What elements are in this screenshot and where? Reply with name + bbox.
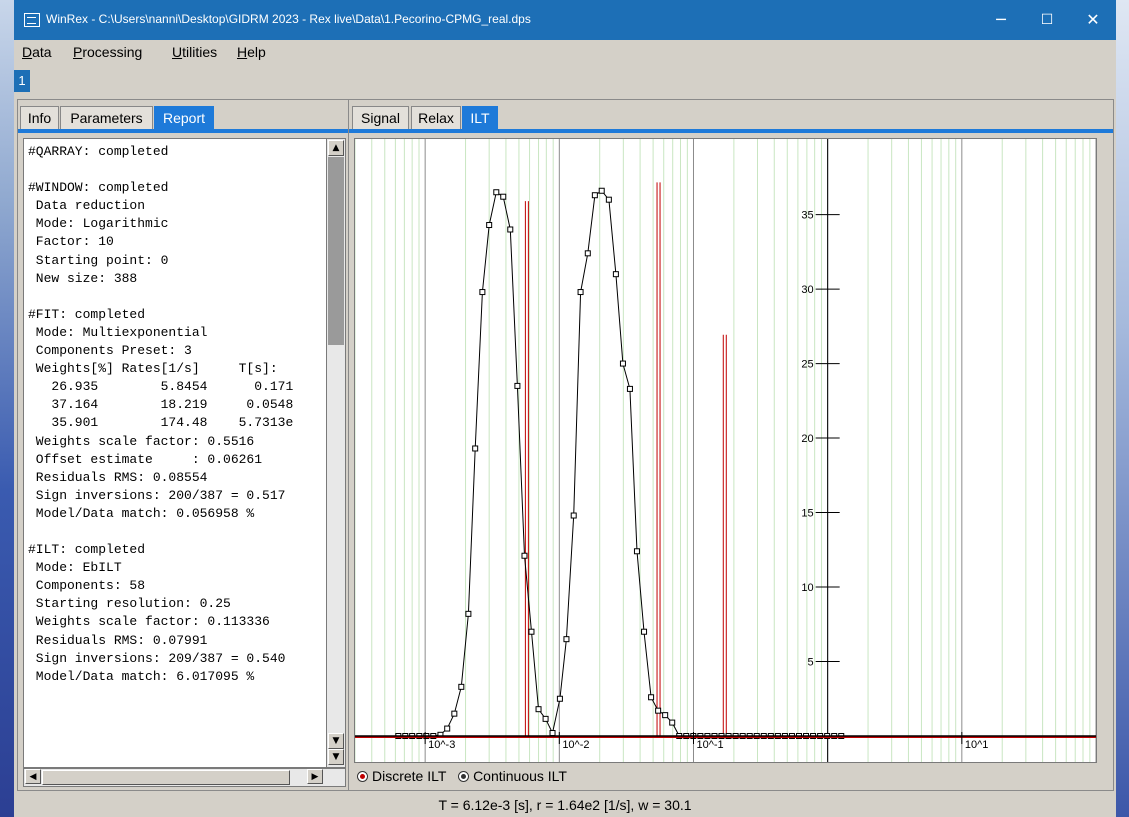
scroll-end-arrow-icon[interactable]: ▼ <box>328 749 344 765</box>
data-point-marker <box>514 382 521 389</box>
desktop-background-left <box>0 0 14 817</box>
data-point-marker <box>626 385 633 392</box>
data-point-marker <box>641 628 648 635</box>
data-point-marker <box>556 695 563 702</box>
app-window: WinRex - C:\Users\nanni\Desktop\GIDRM 20… <box>14 0 1116 817</box>
scroll-up-arrow-icon[interactable]: ▲ <box>328 140 344 156</box>
scroll-right-arrow-icon[interactable]: ▶ <box>307 769 323 784</box>
data-point-marker <box>669 719 676 726</box>
data-point-marker <box>570 512 577 519</box>
desktop-background-right <box>1116 0 1129 817</box>
tab-ilt[interactable]: ILT <box>462 106 498 129</box>
x-tick-label: 10^-2 <box>562 739 589 751</box>
y-tick-label: 10 <box>801 582 813 594</box>
radio-continuous-ilt[interactable]: Continuous ILT <box>458 768 567 784</box>
window-title: WinRex - C:\Users\nanni\Desktop\GIDRM 20… <box>46 12 531 26</box>
data-point-marker <box>633 548 640 555</box>
y-tick-label: 20 <box>801 433 813 445</box>
menu-help[interactable]: Help <box>237 44 266 60</box>
report-horizontal-scrollbar[interactable]: ◀ ▶ <box>23 768 346 787</box>
data-point-marker <box>465 610 472 617</box>
data-point-marker <box>591 192 598 199</box>
data-point-marker <box>458 683 465 690</box>
scrollbar-thumb[interactable] <box>328 157 344 345</box>
minimize-button[interactable]: ─ <box>996 10 1006 29</box>
data-point-marker <box>444 725 451 732</box>
report-vertical-scrollbar[interactable]: ▲ ▼ ▼ <box>326 138 346 768</box>
tab-info[interactable]: Info <box>20 106 59 129</box>
data-point-marker <box>528 628 535 635</box>
ilt-mode-radios: Discrete ILT Continuous ILT <box>357 768 567 784</box>
menu-utilities[interactable]: Utilities <box>172 44 218 60</box>
radio-icon <box>458 771 470 782</box>
data-point-marker <box>563 636 570 643</box>
radio-selected-icon <box>357 771 368 782</box>
data-point-marker <box>598 187 605 194</box>
data-point-marker <box>542 715 549 722</box>
y-tick-label: 30 <box>801 284 813 296</box>
scroll-down-arrow-icon[interactable]: ▼ <box>328 733 344 749</box>
data-point-marker <box>535 706 542 713</box>
data-point-marker <box>655 707 662 714</box>
data-point-marker <box>451 710 458 717</box>
close-button[interactable]: ✕ <box>1086 10 1100 29</box>
data-point-marker <box>549 730 556 737</box>
data-point-marker <box>648 694 655 701</box>
status-bar: T = 6.12e-3 [s], r = 1.64e2 [1/s], w = 3… <box>438 797 692 813</box>
menu-data[interactable]: Data <box>22 44 52 60</box>
radio-continuous-label: Continuous ILT <box>473 768 567 784</box>
x-tick-label: 10^1 <box>965 739 989 751</box>
data-point-marker <box>500 193 507 200</box>
data-point-marker <box>605 196 612 203</box>
y-tick-label: 35 <box>801 210 813 222</box>
title-bar[interactable]: WinRex - C:\Users\nanni\Desktop\GIDRM 20… <box>14 0 1116 40</box>
app-icon[interactable] <box>24 13 40 27</box>
menu-bar: Data Processing Utilities Help <box>14 40 1116 66</box>
radio-discrete-label: Discrete ILT <box>372 768 447 784</box>
ilt-plot-area[interactable]: 5 10 15 20 25 30 35 10^-3 10^-2 10^-1 10^1 <box>354 138 1097 763</box>
report-text-area[interactable]: #QARRAY: completed #WINDOW: completed Da… <box>23 138 346 768</box>
tab-indicator <box>349 129 1113 133</box>
data-point-marker <box>577 289 584 296</box>
data-point-marker <box>584 250 591 257</box>
document-tab-1[interactable]: 1 <box>14 70 30 92</box>
y-tick-label: 25 <box>801 359 813 371</box>
x-tick-label: 10^-3 <box>428 739 455 751</box>
report-content: #QARRAY: completed #WINDOW: completed Da… <box>28 144 294 684</box>
ilt-chart[interactable]: 5 10 15 20 25 30 35 10^-3 10^-2 10^-1 10^1 <box>354 139 1097 762</box>
right-panel: Signal Relax ILT 5 10 15 20 25 30 35 10^-3 10^-2… <box>348 99 1114 791</box>
tab-report[interactable]: Report <box>154 106 214 129</box>
horizontal-scrollbar-thumb[interactable] <box>42 770 290 785</box>
data-point-marker <box>472 445 479 452</box>
data-point-marker <box>486 222 493 229</box>
y-tick-label: 15 <box>801 508 813 520</box>
data-point-marker <box>507 226 514 233</box>
tab-signal[interactable]: Signal <box>352 106 409 129</box>
tab-parameters[interactable]: Parameters <box>60 106 153 129</box>
left-panel: Info Parameters Report #QARRAY: complete… <box>17 99 349 791</box>
data-point-marker <box>479 289 486 296</box>
y-tick-label: 5 <box>808 657 814 669</box>
data-point-marker <box>521 552 528 559</box>
maximize-button[interactable]: ☐ <box>1040 12 1054 28</box>
data-point-marker <box>619 360 626 367</box>
data-point-marker <box>662 712 669 719</box>
tab-indicator <box>18 129 348 133</box>
radio-discrete-ilt[interactable]: Discrete ILT <box>357 768 446 784</box>
scroll-left-arrow-icon[interactable]: ◀ <box>25 769 41 784</box>
tab-relax[interactable]: Relax <box>411 106 461 129</box>
data-point-marker <box>493 189 500 196</box>
menu-processing[interactable]: Processing <box>73 44 143 60</box>
x-tick-label: 10^-1 <box>696 739 723 751</box>
data-point-marker <box>612 271 619 278</box>
